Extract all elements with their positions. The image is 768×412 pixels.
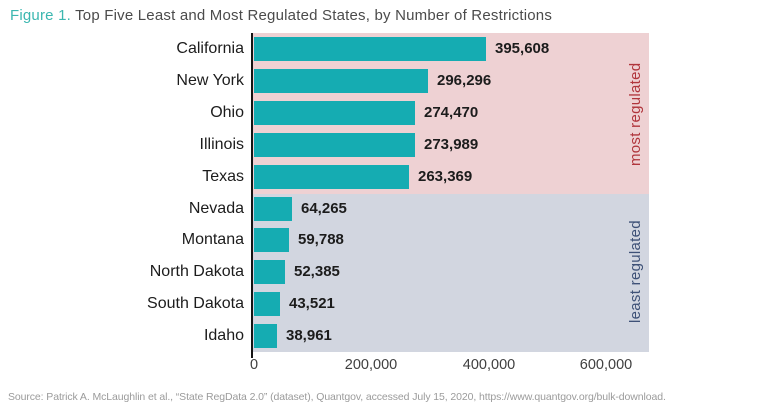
bar <box>254 133 415 157</box>
least-regulated-label: least regulated <box>627 220 644 324</box>
chart-row: Ohio 274,470 <box>210 97 649 129</box>
bar <box>254 101 415 125</box>
chart-row: California 395,608 <box>176 33 649 65</box>
chart-row: Illinois 273,989 <box>200 129 649 161</box>
x-tick-label: 0 <box>249 357 259 373</box>
chart-row: Montana 59,788 <box>182 224 649 256</box>
value-label: 38,961 <box>286 327 332 344</box>
bar <box>254 165 409 189</box>
x-tick-label: 400,000 <box>462 357 516 373</box>
figure-title-text: Top Five Least and Most Regulated States… <box>71 7 553 24</box>
bar <box>254 37 486 61</box>
state-label: Ohio <box>210 104 244 121</box>
bar <box>254 69 428 93</box>
value-label: 274,470 <box>424 104 479 121</box>
y-axis-line <box>251 33 253 358</box>
value-label: 59,788 <box>298 231 344 248</box>
state-label: Idaho <box>203 327 244 344</box>
state-label: Texas <box>202 168 244 185</box>
value-label: 273,989 <box>424 136 479 153</box>
x-tick-label: 600,000 <box>579 357 633 373</box>
least-regulated-region <box>252 194 649 352</box>
figure-label: Figure 1. <box>10 7 71 24</box>
plot-area: California 395,608 New York 296,296 Ohio 274,… <box>147 33 649 352</box>
state-label: South Dakota <box>147 295 244 312</box>
state-label: New York <box>176 72 244 89</box>
chart-row: New York 296,296 <box>176 65 649 97</box>
bar <box>254 292 280 316</box>
state-label: North Dakota <box>149 263 244 280</box>
x-tick-label: 200,000 <box>344 357 398 373</box>
bar <box>254 197 292 221</box>
figure-title: Figure 1. Top Five Least and Most Regula… <box>10 7 552 24</box>
chart-row: Nevada 64,265 <box>189 193 649 225</box>
bar <box>254 324 277 348</box>
bar <box>254 228 289 252</box>
value-label: 52,385 <box>294 263 340 280</box>
value-label: 395,608 <box>495 40 550 57</box>
state-label: Nevada <box>188 200 244 217</box>
value-label: 64,265 <box>301 200 347 217</box>
state-label: California <box>176 40 244 57</box>
source-note: Source: Patrick A. McLaughlin et al., “S… <box>8 391 666 403</box>
chart-row: North Dakota 52,385 <box>150 256 649 288</box>
chart-row: South Dakota 43,521 <box>147 288 649 320</box>
value-label: 43,521 <box>289 295 335 312</box>
chart-row: Texas 263,369 <box>202 161 649 193</box>
most-regulated-label: most regulated <box>627 62 644 166</box>
state-label: Illinois <box>199 136 244 153</box>
chart-row: Idaho 38,961 <box>204 320 649 352</box>
state-label: Montana <box>181 231 244 248</box>
bar <box>254 260 285 284</box>
value-label: 296,296 <box>437 72 492 89</box>
value-label: 263,369 <box>418 168 473 185</box>
